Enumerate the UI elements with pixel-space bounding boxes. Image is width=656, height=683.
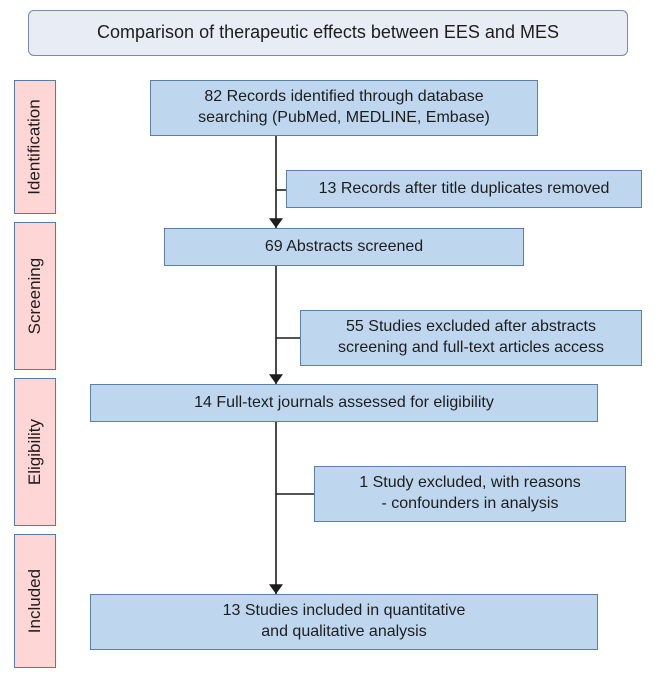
stage-label: Identification <box>24 99 46 194</box>
stage-screening: Screening <box>14 222 56 370</box>
stage-included: Included <box>14 534 56 668</box>
stage-label: Eligibility <box>24 419 46 485</box>
node-text: 69 Abstracts screened <box>265 237 423 258</box>
flowchart-canvas: Comparison of therapeutic effects betwee… <box>0 0 656 683</box>
title-box: Comparison of therapeutic effects betwee… <box>28 10 628 56</box>
node-text: 1 Study excluded, with reasons- confound… <box>359 473 580 515</box>
node-records-identified: 82 Records identified through databasese… <box>150 80 538 136</box>
node-duplicates-removed: 13 Records after title duplicates remove… <box>286 170 642 208</box>
title-text: Comparison of therapeutic effects betwee… <box>97 21 559 44</box>
stage-label: Screening <box>24 258 46 335</box>
node-text: 13 Records after title duplicates remove… <box>319 179 610 200</box>
stage-eligibility: Eligibility <box>14 378 56 526</box>
node-fulltext-assessed: 14 Full-text journals assessed for eligi… <box>90 384 598 422</box>
node-studies-included: 13 Studies included in quantitativeand q… <box>90 594 598 650</box>
node-text: 13 Studies included in quantitativeand q… <box>223 601 466 643</box>
node-text: 14 Full-text journals assessed for eligi… <box>194 393 494 414</box>
node-studies-excluded-abstract: 55 Studies excluded after abstractsscree… <box>300 310 642 366</box>
stage-identification: Identification <box>14 80 56 214</box>
stage-label: Included <box>24 569 46 633</box>
node-study-excluded-confounders: 1 Study excluded, with reasons- confound… <box>314 466 626 522</box>
node-abstracts-screened: 69 Abstracts screened <box>164 228 524 266</box>
node-text: 55 Studies excluded after abstractsscree… <box>338 317 604 359</box>
node-text: 82 Records identified through databasese… <box>198 87 490 129</box>
